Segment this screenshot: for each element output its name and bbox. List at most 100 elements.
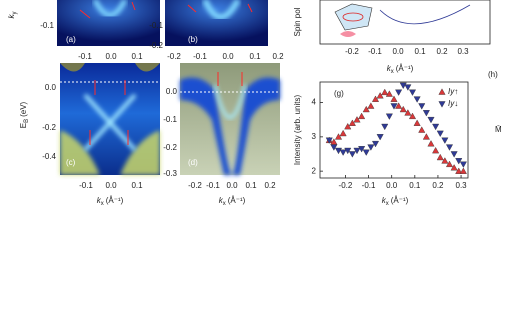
x-tick-label: 0.1 [249, 52, 261, 61]
y-axis-label: ky [7, 12, 17, 19]
data-point [436, 153, 444, 161]
x-tick-label: -0.2 [339, 181, 353, 190]
feature [202, 0, 241, 20]
x-tick-label: 0.0 [226, 181, 238, 190]
data-point [390, 103, 398, 110]
data-point [422, 133, 430, 140]
data-point [399, 105, 407, 113]
data-point [353, 147, 361, 155]
subscript: x [386, 201, 389, 207]
panel-label: (c) [66, 158, 76, 167]
x-tick-label: 0.0 [392, 47, 404, 56]
data-point [358, 146, 366, 153]
x-tick-label: 0.1 [131, 181, 143, 190]
y-axis-label: EB (eV) [19, 101, 29, 128]
dispersion [180, 77, 280, 175]
arrows [89, 80, 129, 145]
shade [60, 130, 160, 175]
plot-frame [319, 81, 469, 179]
data-point [427, 140, 435, 147]
data-point [367, 144, 375, 151]
x-tick-label: 0.1 [131, 52, 143, 61]
data-point [348, 119, 356, 126]
x-tick-label: 0.3 [457, 47, 469, 56]
y-axis-label: Spin pol [293, 7, 302, 36]
x-tick-label: 0.1 [409, 181, 421, 190]
x-tick-label: -0.1 [79, 181, 93, 190]
y-tick-label: -0.1 [163, 115, 177, 124]
legend-marker [438, 101, 446, 108]
subscript: x [101, 201, 104, 207]
unit: (eV) [19, 101, 28, 116]
x-axis-label: kx (Å⁻¹) [219, 196, 246, 206]
x-tick-label: -0.2 [188, 181, 202, 190]
data-point [334, 147, 343, 155]
y-tick-label: -0.2 [149, 41, 163, 50]
image-a [57, 0, 160, 46]
data-point [445, 144, 454, 151]
x-tick-label: 0.1 [245, 181, 257, 190]
shade [60, 63, 160, 72]
data-point [395, 89, 403, 96]
subscript: x [223, 201, 226, 207]
data-point [413, 96, 421, 103]
x-tick-label: -0.1 [368, 47, 382, 56]
data-point [459, 161, 467, 168]
data-point [385, 90, 393, 97]
data-point [445, 160, 454, 168]
y-tick-label: 0.0 [166, 87, 178, 96]
x-tick-label: -0.1 [78, 52, 92, 61]
data-point [376, 92, 384, 99]
x-tick-label: 0.1 [414, 47, 426, 56]
y-axis-label: Intensity (arb. units) [293, 95, 302, 166]
dispersion [213, 84, 247, 119]
panel-label: (g) [334, 89, 344, 98]
x-tick-label: -0.1 [362, 181, 376, 190]
data-point [432, 123, 440, 131]
data-point [358, 112, 366, 120]
data-point [385, 113, 393, 120]
data-point [381, 88, 389, 96]
data-point [422, 110, 430, 117]
data-point [353, 116, 361, 123]
y-tick-label: 4 [312, 98, 317, 107]
arrows [79, 1, 253, 19]
x-tick-label: 0.3 [456, 181, 468, 190]
data-point [441, 137, 449, 144]
x-tick-label: 0.2 [432, 181, 444, 190]
arrows [217, 72, 243, 86]
symbol: k [219, 196, 224, 205]
x-tick-label: 0.0 [105, 181, 117, 190]
data-point [450, 151, 458, 158]
point-label: M̄ [495, 125, 502, 134]
x-tick-label: -0.1 [193, 52, 207, 61]
symbol: k [97, 196, 102, 205]
data-point [413, 119, 421, 126]
legend-marker [438, 88, 446, 95]
fit [379, 4, 471, 25]
data-point [339, 149, 347, 156]
data-point [381, 123, 389, 131]
data-point [334, 133, 343, 140]
feature [92, 0, 128, 18]
data-point [371, 95, 380, 102]
data-point [362, 105, 370, 113]
dispersion [83, 93, 137, 152]
data-point [432, 146, 440, 154]
symbol: k [7, 14, 16, 19]
symbol: k [387, 64, 392, 73]
symbol: E [19, 123, 28, 128]
data-point [459, 167, 467, 174]
x-axis-label: kx (Å⁻¹) [97, 196, 124, 206]
data-point [455, 167, 463, 174]
y-tick-label: 2 [312, 166, 317, 175]
axes-f [319, 0, 491, 45]
data-point [399, 82, 407, 90]
y-tick-label: -0.3 [163, 169, 177, 178]
x-axis-label: kx (Å⁻¹) [387, 64, 414, 74]
panel-label: (a) [66, 35, 76, 44]
x-tick-label: 0.2 [264, 181, 276, 190]
symbol: k [382, 196, 387, 205]
inset [340, 31, 356, 37]
